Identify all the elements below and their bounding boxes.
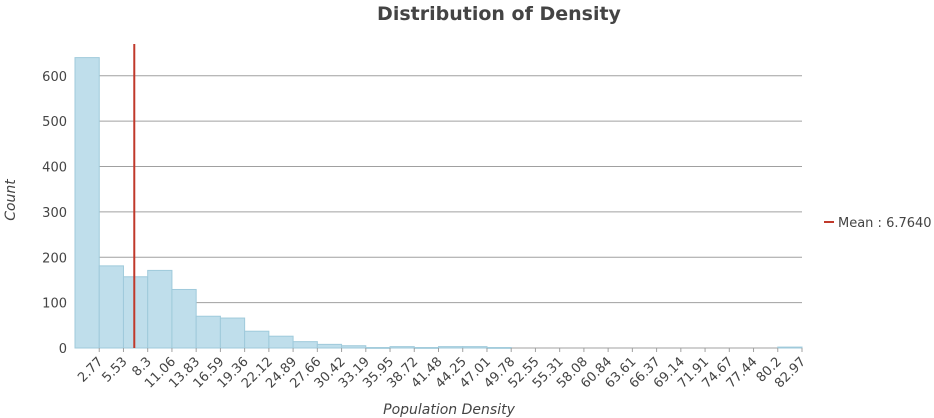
histogram-bars — [74, 57, 803, 349]
y-axis-title: Count — [3, 179, 19, 221]
y-tick-label: 500 — [42, 115, 67, 130]
y-tick-label: 300 — [42, 206, 67, 221]
histogram-bar[interactable] — [98, 265, 124, 349]
chart-title: Distribution of Density — [377, 3, 621, 25]
histogram-bar[interactable] — [268, 335, 294, 349]
y-tick-label: 400 — [42, 161, 67, 176]
histogram-bar[interactable] — [195, 315, 221, 349]
x-tick-label: 5.53 — [99, 354, 130, 385]
histogram-bar[interactable] — [74, 57, 100, 349]
y-axis-ticks: 0 100 200 300 400 500 600 — [42, 70, 67, 357]
y-tick-label: 600 — [42, 70, 67, 85]
histogram-bar[interactable] — [438, 346, 464, 349]
legend-mean-label: Mean : 6.7640 — [838, 216, 932, 231]
histogram-bar[interactable] — [171, 288, 197, 349]
x-axis-title: Population Density — [383, 402, 515, 418]
legend[interactable]: Mean : 6.7640 — [824, 216, 932, 231]
histogram-bar[interactable] — [122, 276, 149, 349]
histogram-bar[interactable] — [389, 346, 415, 349]
histogram-bar[interactable] — [316, 343, 343, 349]
histogram-bar[interactable] — [341, 345, 367, 349]
histogram-bar[interactable] — [292, 341, 318, 349]
histogram-bar[interactable] — [147, 269, 173, 349]
y-tick-label: 100 — [42, 297, 67, 312]
histogram-bar[interactable] — [244, 330, 270, 349]
histogram-bar[interactable] — [777, 346, 803, 349]
histogram-bar[interactable] — [413, 347, 439, 349]
histogram-bar[interactable] — [486, 347, 512, 349]
x-tick-label: 2.77 — [75, 354, 106, 385]
histogram-bar[interactable] — [462, 346, 488, 349]
histogram-bar[interactable] — [219, 317, 246, 349]
y-tick-label: 200 — [42, 251, 67, 266]
x-axis-ticks: 2.775.538.311.0613.8316.5919.3622.1224.8… — [75, 348, 809, 391]
y-tick-label: 0 — [59, 342, 67, 357]
histogram-bar[interactable] — [365, 347, 391, 349]
